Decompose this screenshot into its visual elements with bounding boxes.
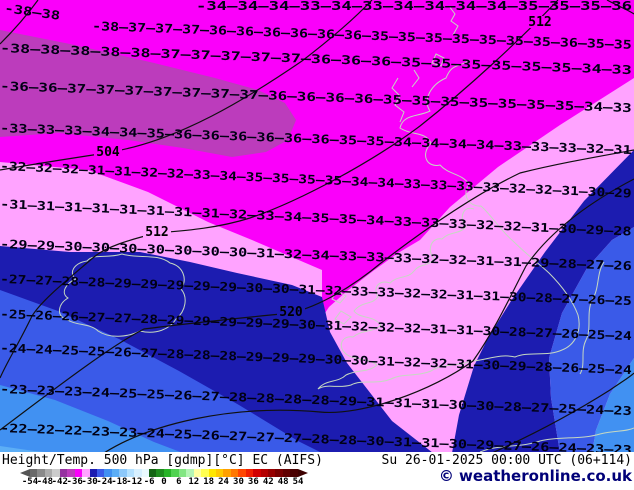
region-dodger-southeast [592, 358, 634, 453]
scale-color-cell [201, 469, 209, 477]
scale-color-cell [96, 469, 105, 477]
contour-height-label: 520 [279, 305, 303, 320]
scale-color-cell [245, 469, 254, 477]
scale-color-cell [126, 469, 135, 477]
scale-tick-label: -42 [51, 477, 68, 487]
scale-color-cell [156, 469, 164, 477]
height-temp-map: -38–38 -34–34–34–33–34–33–34–34–34–34–35–… [0, 0, 634, 453]
scale-tick-label: -36 [66, 477, 83, 487]
contour-height-label: 512 [145, 225, 168, 240]
scale-arrow-right [298, 469, 308, 477]
scale-tick-label: 42 [262, 477, 274, 487]
map-title: Height/Temp. 500 hPa [gdmp][°C] EC (AIFS… [2, 453, 323, 468]
contour-label-plate [94, 146, 122, 158]
region-royal-east [549, 227, 634, 453]
height-contour [0, 0, 559, 379]
scale-color-cell [238, 469, 246, 477]
contour-label-plate [277, 306, 305, 318]
region-pale-corner [0, 446, 56, 453]
map-datetime: Su 26-01-2025 00:00 UTC (06+114) [381, 453, 632, 468]
coastline [579, 261, 605, 375]
scale-color-cell [253, 469, 261, 477]
copyright-label: © weatheronline.co.uk [438, 467, 632, 485]
scale-color-cell [44, 469, 53, 477]
scale-color-cell [74, 469, 83, 477]
scale-tick-label: 0 [161, 477, 167, 487]
scale-tick-label: 54 [292, 477, 304, 487]
scale-color-cell [119, 469, 127, 477]
scale-tick-label: -6 [143, 477, 155, 487]
scale-color-cell [134, 469, 142, 477]
coastline [391, 77, 405, 123]
coastline [479, 427, 634, 453]
scale-color-cell [30, 469, 38, 477]
scale-color-cell [37, 469, 45, 477]
scale-color-cell [282, 469, 291, 477]
scale-tick-label: -30 [81, 477, 98, 487]
height-contour [0, 149, 634, 431]
scale-tick-label: 12 [188, 477, 200, 487]
scale-tick-label: -48 [36, 477, 54, 487]
scale-tick-labels: -54 -48 -42 -36 -30 -24 -18 -12 -6 0 6 12 18 24 30 36 42… [0, 477, 634, 488]
scale-color-cell [193, 469, 202, 477]
scale-color-cell [141, 469, 149, 477]
height-contour [0, 0, 39, 45]
temp-value-row: -34–34–34–33–34–33–34–34–34–34–35–35–35–… [196, 0, 632, 13]
scale-tick-label: 48 [277, 477, 289, 487]
scale-color-cell [215, 469, 224, 477]
scale-tick-label: -12 [126, 477, 143, 487]
contour-label-plate [526, 16, 554, 28]
scale-tick-label: 30 [233, 477, 244, 487]
footer-bar: Height/Temp. 500 hPa [gdmp][°C] EC (AIFS… [0, 452, 634, 490]
scale-color-cell [59, 469, 68, 477]
scale-color-cell [208, 469, 216, 477]
coastline [334, 310, 352, 325]
scale-color-cell [171, 469, 179, 477]
scale-tick-label: -54 [21, 477, 39, 487]
scale-color-cell [178, 469, 187, 477]
scale-tick-label: -24 [96, 477, 113, 487]
height-contour [103, 178, 634, 453]
temperature-color-scale [30, 469, 298, 477]
map-area: -38–38 -34–34–34–33–34–33–34–34–34–34–35–… [0, 0, 634, 453]
scale-tick-label: 18 [203, 477, 215, 487]
scale-tick-label: 36 [247, 477, 259, 487]
scale-tick-label: 6 [176, 477, 182, 487]
height-contour [0, 0, 373, 171]
scale-arrow-left [20, 469, 30, 477]
scale-tick-label: -18 [111, 477, 128, 487]
scale-color-cell [230, 469, 239, 477]
scale-color-cell [89, 469, 97, 477]
scale-color-cell [186, 469, 194, 477]
scale-color-cell [111, 469, 120, 477]
height-contour [491, 372, 634, 453]
scale-color-cell [149, 469, 157, 477]
coastline [411, 69, 420, 88]
height-contour [606, 0, 634, 15]
scale-color-cell [52, 469, 60, 477]
contour-height-label: 512 [528, 15, 551, 30]
scale-color-cell [268, 469, 276, 477]
scale-color-cell [290, 469, 298, 477]
contour-label-plate [143, 226, 171, 238]
region-navy-east-band [452, 150, 634, 453]
scale-tick-label: 24 [218, 477, 229, 487]
scale-color-cell [223, 469, 231, 477]
scale-color-cell [275, 469, 283, 477]
coastline [317, 207, 475, 390]
region-purple [0, 30, 296, 157]
scale-color-cell [163, 469, 172, 477]
coastline [431, 53, 445, 67]
scale-color-cell [82, 469, 90, 477]
scale-color-cell [67, 469, 75, 477]
contour-height-label: 504 [96, 145, 120, 160]
coastline [59, 253, 186, 337]
coastline [448, 5, 459, 36]
scale-color-cell [260, 469, 268, 477]
scale-color-cell [104, 469, 112, 477]
